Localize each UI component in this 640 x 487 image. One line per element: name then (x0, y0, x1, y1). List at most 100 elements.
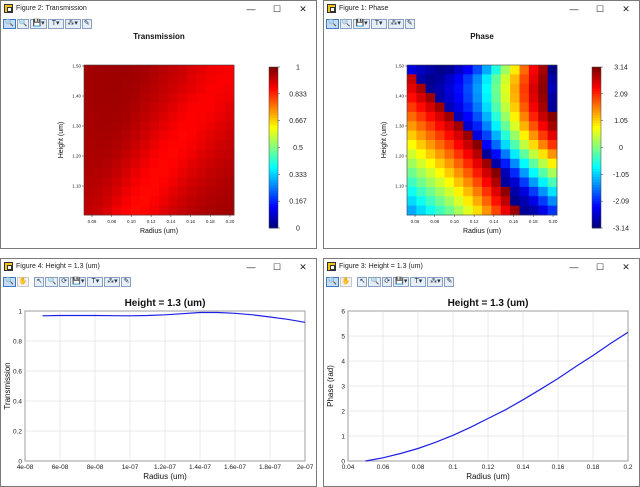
text-icon[interactable]: T▾ (87, 276, 104, 287)
pen-icon[interactable]: ✎ (444, 276, 455, 287)
close-button[interactable]: ✕ (299, 261, 307, 272)
x-tick-label: 0.2 (623, 464, 632, 471)
zoom-out-icon[interactable]: 🔍 (339, 18, 353, 29)
x-tick-label: 0.14 (517, 464, 530, 471)
title-bar[interactable]: Figure 1: Phase — ☐ ✕ (324, 1, 639, 17)
heatmap-cell (168, 93, 179, 103)
heatmap-cell (472, 93, 483, 103)
colorbar-segment (592, 75, 601, 79)
pointer-icon[interactable]: ↖ (357, 276, 368, 287)
heatmap-cell (500, 140, 511, 150)
heatmap-cell (472, 205, 483, 216)
heatmap-cell (130, 93, 141, 103)
heatmap-cell (538, 65, 549, 75)
rotate-icon[interactable]: ⟳ (382, 276, 393, 287)
maximize-button[interactable]: ☐ (272, 3, 282, 14)
maximize-button[interactable]: ☐ (595, 3, 605, 14)
colorbar-segment (269, 115, 278, 119)
minimize-button[interactable]: — (569, 4, 579, 14)
heatmap-cell (187, 130, 197, 141)
figure-3-window: Figure 3: Height = 1.3 (um) — ☐ ✕ 🔍 ✋ ↖ … (323, 258, 640, 487)
heatmap-cell (547, 83, 558, 94)
legend-icon[interactable]: ⁂▾ (387, 18, 404, 29)
pan-icon[interactable]: ✋ (339, 276, 353, 287)
heatmap-cell (130, 83, 141, 94)
zoom-icon[interactable]: 🔍 (326, 18, 339, 29)
close-button[interactable]: ✕ (622, 261, 630, 272)
close-button[interactable]: ✕ (622, 3, 630, 14)
save-icon[interactable]: 💾▾ (70, 276, 87, 287)
heatmap-cell (187, 140, 197, 150)
zoom-out-icon[interactable]: 🔍 (16, 18, 30, 29)
save-icon[interactable]: 💾▾ (393, 276, 410, 287)
x-tick-label: 0.12 (470, 219, 479, 224)
colorbar-segment (269, 142, 278, 146)
heatmap-cell (547, 140, 558, 150)
heatmap-cell (215, 168, 226, 178)
heatmap-cell (528, 130, 539, 141)
heatmap-cell (482, 158, 492, 169)
colorbar-segment (269, 222, 278, 226)
colorbar-segment (592, 99, 601, 103)
x-tick-label: 0.16 (552, 464, 565, 471)
figure-1-window: Figure 1: Phase — ☐ ✕ 🔍 🔍 💾▾ T▾ ⁂▾ ✎ Pha… (323, 0, 640, 249)
zoom-icon[interactable]: 🔍 (3, 18, 16, 29)
minimize-button[interactable]: — (246, 4, 256, 14)
heatmap-cell (416, 111, 427, 122)
zoom-icon[interactable]: 🔍 (326, 276, 339, 287)
text-icon[interactable]: T▾ (410, 276, 427, 287)
title-bar[interactable]: Figure 3: Height = 1.3 (um) — ☐ ✕ (324, 259, 639, 275)
legend-icon[interactable]: ⁂▾ (104, 276, 121, 287)
rotate-icon[interactable]: ⟳ (59, 276, 70, 287)
heatmap-cell (84, 158, 94, 169)
heatmap-cell (121, 83, 132, 94)
heatmap-cell (215, 205, 226, 216)
x-tick-label: 1.2e-07 (154, 464, 176, 471)
zoom-out-icon[interactable]: 🔍 (368, 276, 382, 287)
pen-icon[interactable]: ✎ (404, 18, 415, 29)
pen-icon[interactable]: ✎ (121, 276, 132, 287)
minimize-button[interactable]: — (246, 262, 256, 272)
heatmap-cell (453, 205, 464, 216)
title-bar[interactable]: Figure 2: Transmission — ☐ ✕ (1, 1, 316, 17)
heatmap-cell (463, 196, 474, 207)
colorbar-segment (269, 179, 278, 183)
heatmap-cell (435, 83, 445, 94)
heatmap-cell (112, 149, 122, 160)
zoom-icon[interactable]: 🔍 (3, 276, 16, 287)
heatmap-cell (187, 74, 197, 85)
zoom-out-icon[interactable]: 🔍 (45, 276, 59, 287)
pan-icon[interactable]: ✋ (16, 276, 30, 287)
heatmap-cell (215, 177, 226, 188)
heatmap-cell (463, 158, 474, 169)
title-bar[interactable]: Figure 4: Height = 1.3 (um) — ☐ ✕ (1, 259, 316, 275)
save-icon[interactable]: 💾▾ (30, 18, 47, 29)
pen-icon[interactable]: ✎ (81, 18, 92, 29)
maximize-button[interactable]: ☐ (595, 261, 605, 272)
heatmap-cell (102, 158, 113, 169)
heatmap-cell (500, 168, 511, 178)
heatmap-cell (159, 83, 169, 94)
maximize-button[interactable]: ☐ (272, 261, 282, 272)
minimize-button[interactable]: — (569, 262, 579, 272)
text-icon[interactable]: T▾ (47, 18, 64, 29)
save-icon[interactable]: 💾▾ (353, 18, 370, 29)
heatmap-cell (177, 158, 188, 169)
pointer-icon[interactable]: ↖ (34, 276, 45, 287)
legend-icon[interactable]: ⁂▾ (64, 18, 81, 29)
heatmap-cell (528, 65, 539, 75)
heatmap-cell (491, 177, 502, 188)
text-icon[interactable]: T▾ (370, 18, 387, 29)
legend-icon[interactable]: ⁂▾ (427, 276, 444, 287)
window-title: Figure 2: Transmission (16, 5, 87, 12)
heatmap-cell (510, 130, 520, 141)
heatmap-cell (500, 102, 511, 113)
heatmap-cell (547, 74, 558, 85)
colorbar-segment (269, 225, 278, 229)
colorbar-segment (269, 163, 278, 167)
close-button[interactable]: ✕ (299, 3, 307, 14)
heatmap-cell (491, 83, 502, 94)
colorbar-segment (592, 206, 601, 210)
heatmap-cell (177, 130, 188, 141)
heatmap-cell (93, 83, 104, 94)
